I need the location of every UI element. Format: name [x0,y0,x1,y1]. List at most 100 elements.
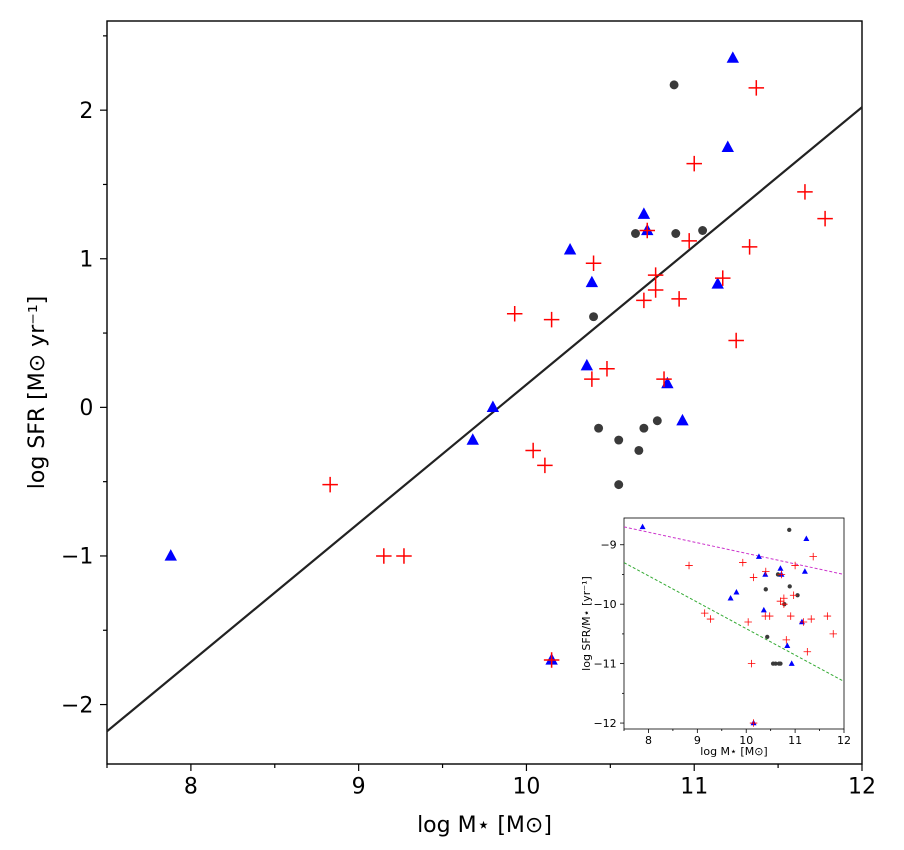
x-tick-label: 11 [788,734,802,747]
plus-point [537,457,553,474]
circle-point [594,423,604,433]
plus-point [782,636,791,644]
triangle-point [637,207,651,219]
plus-point [744,618,752,626]
plus-point [585,255,602,271]
y-tick-label: −1 [61,545,93,570]
triangle-point [727,594,734,601]
x-tick-label: 9 [694,734,701,747]
circle-point [773,661,778,666]
plus-point [749,719,758,727]
x-tick-label: 12 [848,774,876,799]
y-axis-label: log SFR [M⊙ yr⁻¹] [25,296,50,490]
circle-point [778,661,783,666]
plus-point [681,233,697,249]
triangle-point [726,51,740,63]
triangle-point [466,433,479,445]
triangle-point [762,571,769,577]
plus-point [599,360,615,377]
triangle-point [580,358,594,371]
plus-point [671,291,687,307]
plus-point [789,591,798,600]
plus-point [714,270,731,286]
plus-point [543,652,560,668]
plus-point [829,630,837,638]
plus-point [686,155,702,172]
y-tick-label: −11 [593,657,616,670]
plus-point [636,292,652,309]
triangle-point [639,523,646,530]
plus-point [776,597,785,605]
triangle-point [760,606,767,613]
plus-point [749,573,758,582]
circle-point [614,435,624,445]
plus-point [639,222,655,239]
plus-point [739,558,747,567]
x-tick-label: 11 [680,774,708,799]
x-tick-label: 12 [837,734,851,747]
plus-point [656,371,672,387]
plus-point [765,612,774,620]
x-axis-label: log M⋆ [M⊙] [700,745,767,758]
plus-point [584,371,600,387]
circle-point [652,416,662,426]
circle-point [787,527,792,533]
reference-line [624,562,844,682]
inset-ssfr-chart: 8 9 10 11 12 −12 −11 −10 −9 log M⋆ [M⊙] log SFR/M⋆… [580,517,851,758]
triangle-point [784,642,791,649]
circle-point [589,312,599,322]
plus-point [728,332,744,349]
plus-point [807,615,815,623]
y-tick-label: −10 [593,598,616,611]
circle-point [634,445,644,455]
triangle-point [721,140,734,152]
plus-point [700,609,709,617]
y-tick-label: −2 [61,693,93,718]
plus-point [748,80,765,96]
x-tick-label: 8 [645,734,652,747]
plus-point [799,618,808,626]
plus-point [817,210,833,227]
y-tick-label: −12 [593,717,616,730]
plus-point [685,561,693,570]
plus-point [809,552,817,561]
plus-point [747,659,756,668]
triangle-point [164,549,177,561]
triangle-point [755,553,762,559]
triangle-point [803,535,810,542]
circle-point [765,634,770,640]
plus-point [525,442,541,459]
plus-point [706,615,715,623]
plus-point [322,476,338,493]
triangle-point [777,565,784,571]
triangle-point [563,243,577,255]
triangle-point [486,400,500,413]
circle-point [763,587,768,592]
circle-point [669,80,679,90]
plus-point [780,600,788,608]
reference-line [624,526,844,575]
plus-point [741,239,758,255]
circle-point [631,229,640,238]
circle-point [795,593,800,598]
x-tick-label: 10 [512,774,540,799]
plus-point [797,184,813,200]
circle-point [787,584,792,589]
plus-point [506,305,523,322]
fit-line [107,106,862,733]
plus-point [396,548,412,564]
y-tick-label: 2 [79,99,93,124]
plus-point [791,561,799,570]
triangle-point [733,588,740,595]
x-axis-label: log M⋆ [M⊙] [417,813,552,838]
y-tick-label: −9 [600,539,616,552]
plus-point [543,311,560,328]
circle-point [698,226,708,235]
triangle-point [711,277,724,289]
x-tick-label: 8 [184,774,198,799]
y-axis-label: log SFR/M⋆ [yr⁻¹] [580,576,593,671]
y-tick-label: 1 [79,247,93,272]
x-tick-label: 9 [352,774,366,799]
plus-point [777,570,786,579]
